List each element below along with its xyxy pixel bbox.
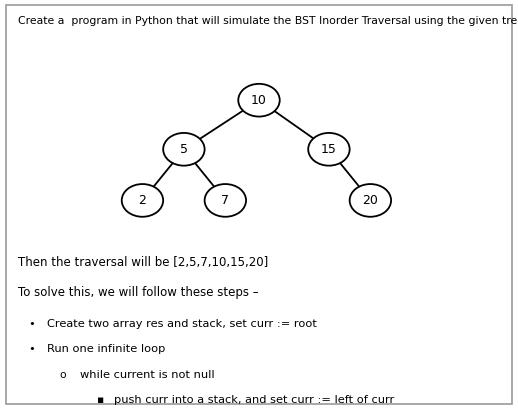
Text: 5: 5 (180, 143, 188, 156)
FancyBboxPatch shape (6, 5, 512, 404)
Text: 2: 2 (138, 194, 147, 207)
Text: 20: 20 (363, 194, 378, 207)
Text: To solve this, we will follow these steps –: To solve this, we will follow these step… (18, 286, 259, 299)
Text: •: • (28, 344, 35, 354)
Text: Run one infinite loop: Run one infinite loop (47, 344, 165, 354)
Circle shape (238, 84, 280, 117)
Text: Create a  program in Python that will simulate the BST Inorder Traversal using t: Create a program in Python that will sim… (18, 16, 518, 25)
Text: 10: 10 (251, 94, 267, 107)
Text: o: o (60, 370, 66, 380)
Text: Then the traversal will be [2,5,7,10,15,20]: Then the traversal will be [2,5,7,10,15,… (18, 256, 268, 269)
Circle shape (308, 133, 350, 166)
Text: 15: 15 (321, 143, 337, 156)
Text: ▪: ▪ (96, 395, 103, 405)
Text: 7: 7 (221, 194, 229, 207)
Circle shape (350, 184, 391, 217)
Text: push curr into a stack, and set curr := left of curr: push curr into a stack, and set curr := … (114, 395, 394, 405)
Text: while current is not null: while current is not null (80, 370, 215, 380)
Circle shape (205, 184, 246, 217)
Circle shape (122, 184, 163, 217)
Circle shape (163, 133, 205, 166)
Text: •: • (28, 319, 35, 329)
Text: Create two array res and stack, set curr := root: Create two array res and stack, set curr… (47, 319, 316, 329)
